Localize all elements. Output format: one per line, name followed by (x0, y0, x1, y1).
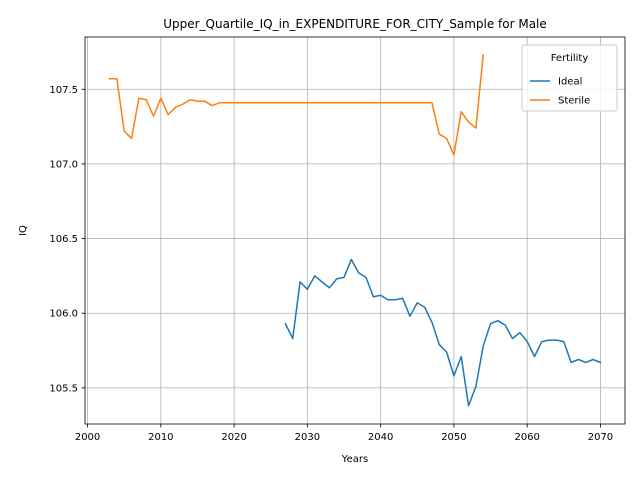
y-axis: 105.5 106.0 106.5 107.0 107.5 (49, 85, 85, 394)
chart-title: Upper_Quartile_IQ_in_EXPENDITURE_FOR_CIT… (163, 17, 547, 31)
legend-label-sterile: Sterile (558, 96, 590, 107)
y-tick-label: 105.5 (49, 383, 78, 394)
x-axis-label: Years (341, 454, 368, 465)
y-tick-label: 107.5 (49, 85, 78, 96)
legend-box (521, 44, 618, 112)
series-lines (108, 54, 602, 407)
y-axis-label: IQ (18, 225, 29, 236)
legend-items: Ideal Sterile (530, 77, 590, 107)
legend-label-ideal: Ideal (558, 77, 582, 88)
x-tick-label: 2030 (295, 432, 320, 443)
y-tick-label: 106.0 (49, 309, 78, 320)
x-tick-label: 2070 (588, 432, 613, 443)
series-line-sterile (108, 54, 485, 156)
legend-title: Fertility (551, 53, 589, 64)
x-tick-label: 2050 (441, 432, 466, 443)
x-tick-label: 2040 (368, 432, 393, 443)
x-tick-label: 2020 (221, 432, 246, 443)
y-tick-label: 107.0 (49, 159, 78, 170)
legend: Fertility Ideal Sterile (521, 44, 618, 112)
y-tick-label: 106.5 (49, 234, 78, 245)
x-axis: 2000 2010 2020 2030 2040 2050 2060 2070 (75, 424, 613, 443)
plot-area-frame (84, 36, 626, 425)
x-tick-label: 2010 (148, 432, 173, 443)
series-line-ideal (284, 258, 602, 407)
x-tick-label: 2000 (75, 432, 100, 443)
x-tick-label: 2060 (514, 432, 539, 443)
